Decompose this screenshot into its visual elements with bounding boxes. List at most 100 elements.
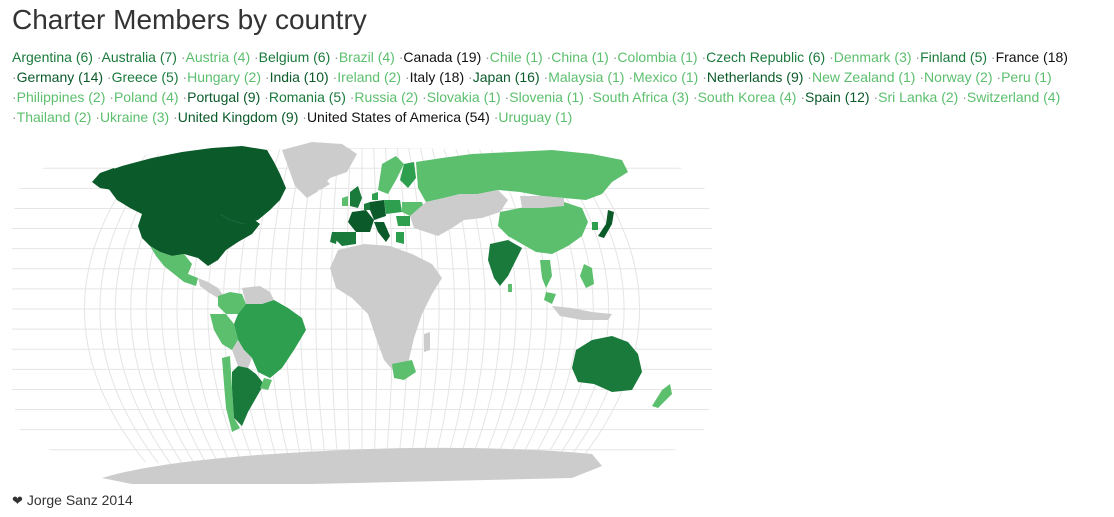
country-link[interactable]: Slovenia (1) xyxy=(509,89,584,105)
country-uruguay[interactable] xyxy=(260,378,272,390)
country-link[interactable]: Switzerland (4) xyxy=(966,89,1061,105)
country-malaysia[interactable] xyxy=(544,292,556,304)
country-link[interactable]: Norway (2) xyxy=(924,69,993,85)
country-link[interactable]: Colombia (1) xyxy=(617,49,698,65)
region-central-asia xyxy=(410,190,508,236)
world-map xyxy=(12,128,712,495)
country-link[interactable]: Argentina (6) xyxy=(12,49,93,65)
separator: · xyxy=(987,49,996,65)
country-link[interactable]: Finland (5) xyxy=(920,49,988,65)
country-brazil[interactable] xyxy=(234,300,306,378)
country-link[interactable]: United Kingdom (9) xyxy=(177,109,299,125)
country-thailand[interactable] xyxy=(540,260,552,288)
country-link[interactable]: Malaysia (1) xyxy=(548,69,625,85)
separator: · xyxy=(992,69,1002,85)
country-india[interactable] xyxy=(488,240,522,286)
country-link[interactable]: South Africa (3) xyxy=(592,89,690,105)
separator: · xyxy=(464,69,473,85)
country-south-africa[interactable] xyxy=(392,360,416,380)
separator: · xyxy=(328,69,338,85)
country-link[interactable]: Italy (18) xyxy=(409,69,465,85)
country-link[interactable]: Germany (14) xyxy=(16,69,104,85)
country-link[interactable]: France (18) xyxy=(995,49,1068,65)
country-link[interactable]: Austria (4) xyxy=(185,49,251,65)
separator: · xyxy=(261,69,270,85)
country-link[interactable]: South Korea (4) xyxy=(697,89,797,105)
country-russia[interactable] xyxy=(416,150,628,202)
country-link[interactable]: Romania (5) xyxy=(268,89,346,105)
country-link[interactable]: United States of America (54) xyxy=(306,109,490,125)
separator: · xyxy=(91,109,100,125)
country-romania[interactable] xyxy=(396,216,410,226)
country-link[interactable]: Uruguay (1) xyxy=(498,109,573,125)
country-link[interactable]: Poland (4) xyxy=(113,89,179,105)
separator: · xyxy=(330,49,339,65)
country-france[interactable] xyxy=(348,210,374,232)
country-japan[interactable] xyxy=(598,210,614,238)
country-argentina[interactable] xyxy=(232,366,264,426)
country-link[interactable]: Brazil (4) xyxy=(338,49,395,65)
country-australia[interactable] xyxy=(572,336,642,392)
country-link[interactable]: China (1) xyxy=(551,49,609,65)
region-central-america xyxy=(198,278,224,298)
country-link[interactable]: India (10) xyxy=(269,69,329,85)
separator: · xyxy=(345,89,355,105)
country-usa[interactable] xyxy=(138,214,260,266)
footer-text: Jorge Sanz 2014 xyxy=(26,492,133,508)
country-chile[interactable] xyxy=(222,356,240,432)
country-link[interactable]: Czech Republic (6) xyxy=(706,49,826,65)
country-link[interactable]: Ukraine (3) xyxy=(99,109,170,125)
country-sri-lanka[interactable] xyxy=(508,284,512,292)
country-link[interactable]: Chile (1) xyxy=(489,49,543,65)
country-denmark[interactable] xyxy=(372,192,378,200)
country-link[interactable]: Spain (12) xyxy=(805,89,870,105)
separator: · xyxy=(583,89,593,105)
country-greenland[interactable] xyxy=(282,142,357,198)
country-uk[interactable] xyxy=(350,186,362,208)
country-link[interactable]: Thailand (2) xyxy=(16,109,92,125)
separator: · xyxy=(697,49,707,65)
country-link[interactable]: Peru (1) xyxy=(1001,69,1052,85)
country-link[interactable]: Slovakia (1) xyxy=(426,89,501,105)
region-bolivia xyxy=(232,340,252,368)
region-africa xyxy=(330,244,442,374)
country-colombia[interactable] xyxy=(218,292,246,314)
country-link[interactable]: Netherlands (9) xyxy=(706,69,804,85)
country-link[interactable]: Denmark (3) xyxy=(833,49,912,65)
country-link[interactable]: Mexico (1) xyxy=(633,69,699,85)
country-link[interactable]: Canada (19) xyxy=(403,49,482,65)
country-canada[interactable] xyxy=(102,146,286,224)
country-finland[interactable] xyxy=(400,162,416,188)
country-link[interactable]: Sri Lanka (2) xyxy=(878,89,959,105)
country-link[interactable]: New Zealand (1) xyxy=(811,69,916,85)
country-spain[interactable] xyxy=(336,232,356,246)
country-link[interactable]: Australia (7) xyxy=(101,49,177,65)
country-china[interactable] xyxy=(498,202,588,254)
country-link[interactable]: Ireland (2) xyxy=(337,69,402,85)
country-norway[interactable] xyxy=(378,156,404,194)
country-link[interactable]: Portugal (9) xyxy=(187,89,261,105)
country-philippines[interactable] xyxy=(580,264,594,288)
country-link[interactable]: Philippines (2) xyxy=(16,89,106,105)
country-poland[interactable] xyxy=(384,200,402,214)
country-italy[interactable] xyxy=(374,222,390,242)
separator: · xyxy=(489,109,499,125)
country-germany[interactable] xyxy=(370,200,386,220)
region-iceland xyxy=(312,178,330,190)
country-south-korea[interactable] xyxy=(592,222,598,230)
country-new-zealand[interactable] xyxy=(652,384,672,408)
country-peru[interactable] xyxy=(210,314,238,350)
region-madagascar xyxy=(424,332,430,352)
country-link[interactable]: Russia (2) xyxy=(354,89,419,105)
country-link[interactable]: Hungary (2) xyxy=(187,69,261,85)
country-usa-alaska[interactable] xyxy=(92,168,120,190)
country-link[interactable]: Japan (16) xyxy=(472,69,540,85)
country-greece[interactable] xyxy=(396,232,404,244)
country-link[interactable]: Belgium (6) xyxy=(258,49,331,65)
country-portugal[interactable] xyxy=(330,232,338,244)
region-antarctica xyxy=(102,447,602,484)
country-mexico[interactable] xyxy=(150,246,198,286)
separator: · xyxy=(624,69,633,85)
country-ireland[interactable] xyxy=(342,196,348,206)
country-link[interactable]: Greece (5) xyxy=(111,69,179,85)
